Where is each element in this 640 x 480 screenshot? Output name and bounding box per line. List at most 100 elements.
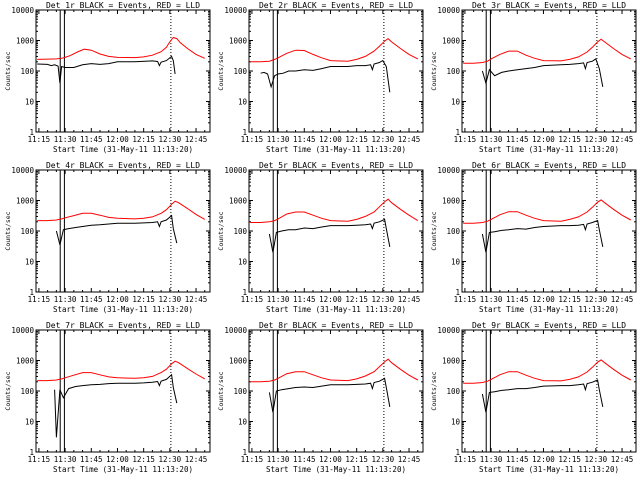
series-line-events xyxy=(37,55,176,84)
x-tick-label: 11:30 xyxy=(267,295,290,304)
y-axis-label: Counts/sec xyxy=(430,211,438,250)
plot-frame xyxy=(248,329,424,453)
y-tick-label: 1000 xyxy=(16,37,35,46)
y-axis-label: Counts/sec xyxy=(430,51,438,90)
panel-title: Det 9r_BLACK = Events, RED = LLD xyxy=(472,321,626,330)
y-tick-label: 10000 xyxy=(437,326,460,335)
y-tick-label: 1000 xyxy=(442,197,461,206)
series-line-lld xyxy=(463,199,632,224)
x-tick-label: 11:30 xyxy=(480,455,503,464)
y-tick-label: 10000 xyxy=(11,166,34,175)
x-tick-label: 12:30 xyxy=(372,135,395,144)
y-axis-label: Counts/sec xyxy=(4,51,12,90)
y-tick-label: 10 xyxy=(25,258,35,267)
x-tick-label: 11:30 xyxy=(54,455,77,464)
y-tick-label: 100 xyxy=(233,67,247,76)
panel-det-2: Det 2r_BLACK = Events, RED = LLD 1 10 100 10… xyxy=(217,1,424,154)
y-tick-label: 1 xyxy=(242,288,247,297)
y-tick-label: 1 xyxy=(29,128,34,137)
x-tick-label: 11:30 xyxy=(480,135,503,144)
series-line-events xyxy=(54,373,178,438)
x-tick-label: 12:15 xyxy=(345,295,368,304)
x-tick-label: 12:30 xyxy=(159,455,182,464)
y-tick-label: 1 xyxy=(29,448,34,457)
x-tick-label: 12:00 xyxy=(319,455,342,464)
x-tick-label: 12:00 xyxy=(532,295,555,304)
series-line-events xyxy=(481,58,604,87)
x-tick-label: 11:45 xyxy=(293,455,316,464)
x-tick-label: 12:15 xyxy=(345,455,368,464)
panel-title: Det 7r_BLACK = Events, RED = LLD xyxy=(46,321,200,330)
x-tick-label: 11:45 xyxy=(293,295,316,304)
x-tick-label: 12:30 xyxy=(159,135,182,144)
x-tick-label: 11:15 xyxy=(241,135,264,144)
plot-frame xyxy=(35,329,211,453)
plot-frame xyxy=(248,9,424,133)
panel-det-1: Det 1r_BLACK = Events, RED = LLD 1 10 100 10… xyxy=(4,1,211,154)
series-line-events xyxy=(268,218,391,253)
x-tick-label: 12:30 xyxy=(585,455,608,464)
y-axis-label: Counts/sec xyxy=(430,371,438,410)
x-tick-label: 11:45 xyxy=(506,455,529,464)
panel-title: Det 8r_BLACK = Events, RED = LLD xyxy=(259,321,413,330)
y-tick-label: 1000 xyxy=(442,357,461,366)
x-tick-label: 11:45 xyxy=(80,135,103,144)
x-axis-label: Start Time (31-May-11 11:13:20) xyxy=(479,145,619,154)
x-tick-label: 11:45 xyxy=(506,295,529,304)
x-tick-label: 11:15 xyxy=(241,455,264,464)
y-tick-label: 10 xyxy=(451,258,461,267)
x-tick-label: 11:15 xyxy=(454,455,477,464)
x-tick-label: 12:45 xyxy=(185,295,208,304)
x-tick-label: 12:15 xyxy=(132,135,155,144)
x-axis-label: Start Time (31-May-11 11:13:20) xyxy=(53,305,193,314)
y-tick-label: 10000 xyxy=(224,6,247,15)
x-tick-label: 11:30 xyxy=(54,295,77,304)
x-tick-label: 12:45 xyxy=(611,455,634,464)
y-tick-label: 10000 xyxy=(224,326,247,335)
x-tick-label: 12:00 xyxy=(532,135,555,144)
x-axis-label: Start Time (31-May-11 11:13:20) xyxy=(266,465,406,474)
x-tick-label: 11:15 xyxy=(28,135,51,144)
y-tick-label: 1 xyxy=(242,128,247,137)
x-axis-label: Start Time (31-May-11 11:13:20) xyxy=(266,145,406,154)
y-tick-label: 100 xyxy=(446,67,460,76)
panel-title: Det 2r_BLACK = Events, RED = LLD xyxy=(259,1,413,10)
x-tick-label: 12:45 xyxy=(398,295,421,304)
x-tick-label: 12:15 xyxy=(558,455,581,464)
y-tick-label: 1 xyxy=(455,288,460,297)
plot-frame xyxy=(461,9,637,133)
x-tick-label: 11:30 xyxy=(54,135,77,144)
x-tick-label: 11:30 xyxy=(480,295,503,304)
y-axis-label: Counts/sec xyxy=(4,371,12,410)
y-tick-label: 1000 xyxy=(16,357,35,366)
x-tick-label: 12:30 xyxy=(372,455,395,464)
y-tick-label: 10000 xyxy=(11,326,34,335)
x-tick-label: 11:15 xyxy=(454,295,477,304)
panel-det-6: Det 6r_BLACK = Events, RED = LLD 1 10 100 10… xyxy=(430,161,637,314)
x-axis-label: Start Time (31-May-11 11:13:20) xyxy=(266,305,406,314)
x-axis-label: Start Time (31-May-11 11:13:20) xyxy=(53,145,193,154)
y-tick-label: 1000 xyxy=(229,37,248,46)
y-tick-label: 1 xyxy=(242,448,247,457)
y-tick-label: 1000 xyxy=(229,357,248,366)
x-tick-label: 12:45 xyxy=(185,455,208,464)
x-tick-label: 12:45 xyxy=(185,135,208,144)
panel-det-5: Det 5r_BLACK = Events, RED = LLD 1 10 100 10… xyxy=(217,161,424,314)
x-tick-label: 11:15 xyxy=(454,135,477,144)
x-tick-label: 12:15 xyxy=(345,135,368,144)
y-tick-label: 10 xyxy=(451,98,461,107)
y-tick-label: 100 xyxy=(233,227,247,236)
y-tick-label: 10 xyxy=(238,258,248,267)
panel-det-4: Det 4r_BLACK = Events, RED = LLD 1 10 100 10… xyxy=(4,161,211,314)
y-tick-label: 1 xyxy=(29,288,34,297)
y-tick-label: 10000 xyxy=(224,166,247,175)
series-line-lld xyxy=(250,358,419,383)
x-tick-label: 11:45 xyxy=(80,455,103,464)
x-tick-label: 12:15 xyxy=(558,295,581,304)
x-tick-label: 12:45 xyxy=(611,295,634,304)
x-tick-label: 12:00 xyxy=(106,295,129,304)
y-tick-label: 1000 xyxy=(229,197,248,206)
series-line-events xyxy=(268,377,391,413)
x-tick-label: 12:00 xyxy=(319,135,342,144)
